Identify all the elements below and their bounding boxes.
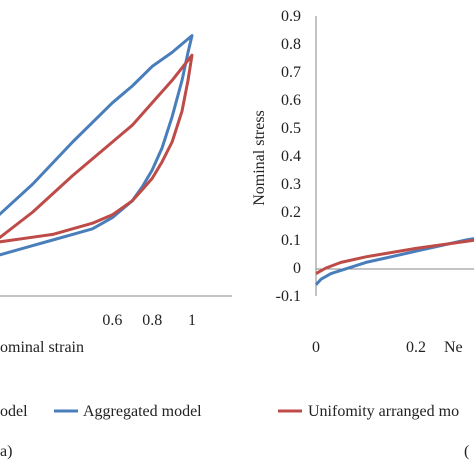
right-y-ticks: -0.1 0 0.1 0.2 0.3 0.4 0.5 0.6 0.7 0.8 0.9: [276, 8, 301, 305]
right-y-tick-label: 0.5: [281, 120, 301, 137]
right-y-tick-label: 0.2: [281, 204, 301, 221]
left-x-tick-label: 0.8: [142, 312, 162, 329]
right-series-line-0: [314, 237, 474, 286]
right-chart-panel: -0.1 0 0.1 0.2 0.3 0.4 0.5 0.6 0.7 0.8 0.9 0 0.2 0.4…: [251, 8, 474, 460]
right-y-tick-label: -0.1: [276, 288, 301, 305]
right-y-tick-label: 0.6: [281, 92, 301, 109]
right-y-tick-label: 0.8: [281, 36, 301, 53]
right-y-tick-label: 0.1: [281, 232, 301, 249]
left-x-tick-label: 1: [188, 312, 196, 329]
right-y-axis-label: Nominal stress: [251, 110, 268, 206]
right-y-tick-label: 0.9: [281, 8, 301, 25]
right-x-axis-label: Ne: [444, 339, 463, 356]
right-panel-label: (: [464, 443, 469, 460]
right-x-tick-label: 0: [312, 339, 320, 356]
legend-label-0: odel: [0, 403, 28, 420]
left-x-axis-label: ominal strain: [0, 339, 84, 356]
right-series-group: [314, 237, 474, 286]
left-series-line-1: [0, 53, 194, 244]
legend: odel Aggregated model Unifomity arranged…: [0, 403, 459, 420]
left-series-group: [0, 34, 194, 257]
right-x-tick-label: 0.2: [406, 339, 426, 356]
left-series-line-0: [0, 34, 194, 257]
left-x-tick-label: 0.6: [102, 312, 122, 329]
right-series-line-1: [315, 238, 474, 275]
right-y-tick-label: 0: [293, 260, 301, 277]
right-y-tick-label: 0.4: [281, 148, 301, 165]
left-x-ticks: 0.6 0.8 1: [102, 312, 196, 329]
left-chart-panel: 0.6 0.8 1 ominal strain a): [0, 34, 232, 460]
left-panel-label: a): [0, 443, 12, 460]
legend-label-1: Aggregated model: [83, 403, 202, 420]
right-y-tick-label: 0.3: [281, 176, 301, 193]
right-y-tick-label: 0.7: [281, 64, 301, 81]
legend-label-2: Unifomity arranged mo: [308, 403, 459, 420]
right-x-ticks: 00.20.4: [312, 339, 426, 356]
